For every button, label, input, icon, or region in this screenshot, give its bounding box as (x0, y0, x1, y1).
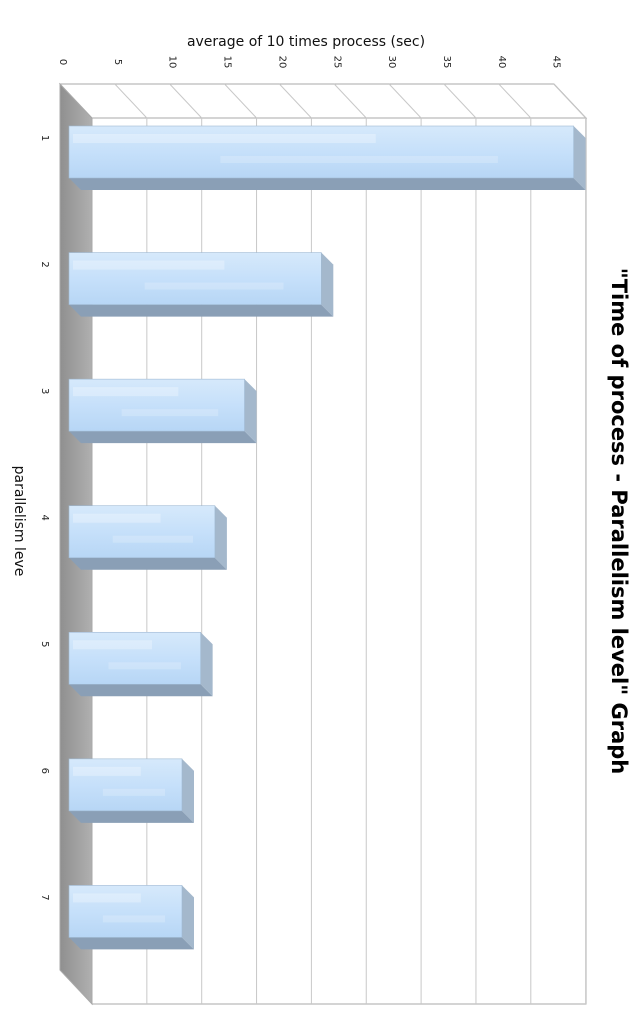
x-tick-label: 5 (112, 59, 123, 65)
gridline-depth (333, 83, 367, 119)
bar (68, 252, 322, 305)
bar-end-face (573, 126, 586, 190)
x-tick-label: 25 (331, 56, 342, 69)
bar-highlight (73, 260, 225, 270)
bar-highlight (121, 409, 219, 417)
bar (68, 758, 183, 812)
bar-highlight (73, 893, 141, 903)
gridline-depth (553, 83, 587, 119)
bar-bottom-face (69, 810, 194, 823)
bar-bottom-face (69, 178, 586, 190)
bar-end-face (321, 252, 334, 317)
bar-end-face (181, 885, 194, 950)
gridline-depth (279, 83, 312, 119)
x-tick-label: 10 (167, 56, 178, 69)
y-tick-label: 5 (39, 641, 50, 647)
x-tick-label: 20 (276, 56, 287, 69)
gridline-depth (443, 83, 477, 119)
bar-highlight (220, 156, 498, 163)
bar-highlight (73, 513, 161, 523)
bar (68, 125, 574, 179)
y-tick-label: 6 (39, 768, 50, 774)
y-axis-title: parallelism leve (11, 466, 27, 577)
bar-highlight (73, 134, 376, 143)
bar-bottom-face (69, 557, 227, 570)
y-tick-label: 1 (39, 135, 50, 141)
gridline-depth (224, 83, 257, 119)
bar (68, 631, 201, 685)
bar-highlight (102, 915, 166, 923)
y-tick-label: 4 (39, 515, 50, 521)
back-wall (58, 83, 588, 119)
x-axis-ticks: 0 5 10 15 20 25 30 35 40 45 (57, 56, 562, 69)
chart-title: "Time of process - Parallelism level" Gr… (607, 268, 631, 774)
x-tick-label: 45 (551, 56, 562, 69)
bar-end-face (181, 758, 194, 823)
y-tick-label: 2 (39, 261, 50, 267)
x-tick-label: 0 (57, 59, 68, 65)
bar-highlight (73, 640, 152, 650)
bar-highlight (73, 387, 179, 397)
bar-bottom-face (69, 937, 194, 950)
gridline-depth (498, 83, 532, 119)
gridline-depth (114, 83, 148, 119)
y-axis-ticks: 1 2 3 4 5 6 7 (39, 135, 50, 901)
x-tick-label: 15 (222, 56, 233, 69)
bar-bottom-face (69, 431, 257, 444)
bar-end-face (200, 632, 213, 697)
x-tick-label: 40 (496, 56, 507, 69)
x-axis-title: average of 10 times process (sec) (187, 34, 425, 50)
gridline-depth (169, 83, 203, 119)
bar (68, 505, 216, 559)
gridline-depth (388, 83, 422, 119)
bar-highlight (112, 535, 194, 543)
bar-bottom-face (69, 304, 334, 317)
y-tick-label: 3 (39, 388, 50, 394)
x-tick-label: 30 (386, 56, 397, 69)
bar-highlight (102, 788, 166, 796)
y-tick-label: 7 (39, 894, 50, 900)
bar (68, 378, 245, 432)
bar-end-face (244, 379, 257, 444)
x-tick-label: 35 (441, 56, 452, 69)
bar-bottom-face (69, 684, 213, 697)
bar (68, 885, 183, 938)
bar-highlight (108, 662, 181, 670)
bar-end-face (214, 505, 227, 570)
bar-highlight (144, 282, 284, 290)
bars (68, 125, 586, 950)
bar-highlight (73, 766, 141, 776)
